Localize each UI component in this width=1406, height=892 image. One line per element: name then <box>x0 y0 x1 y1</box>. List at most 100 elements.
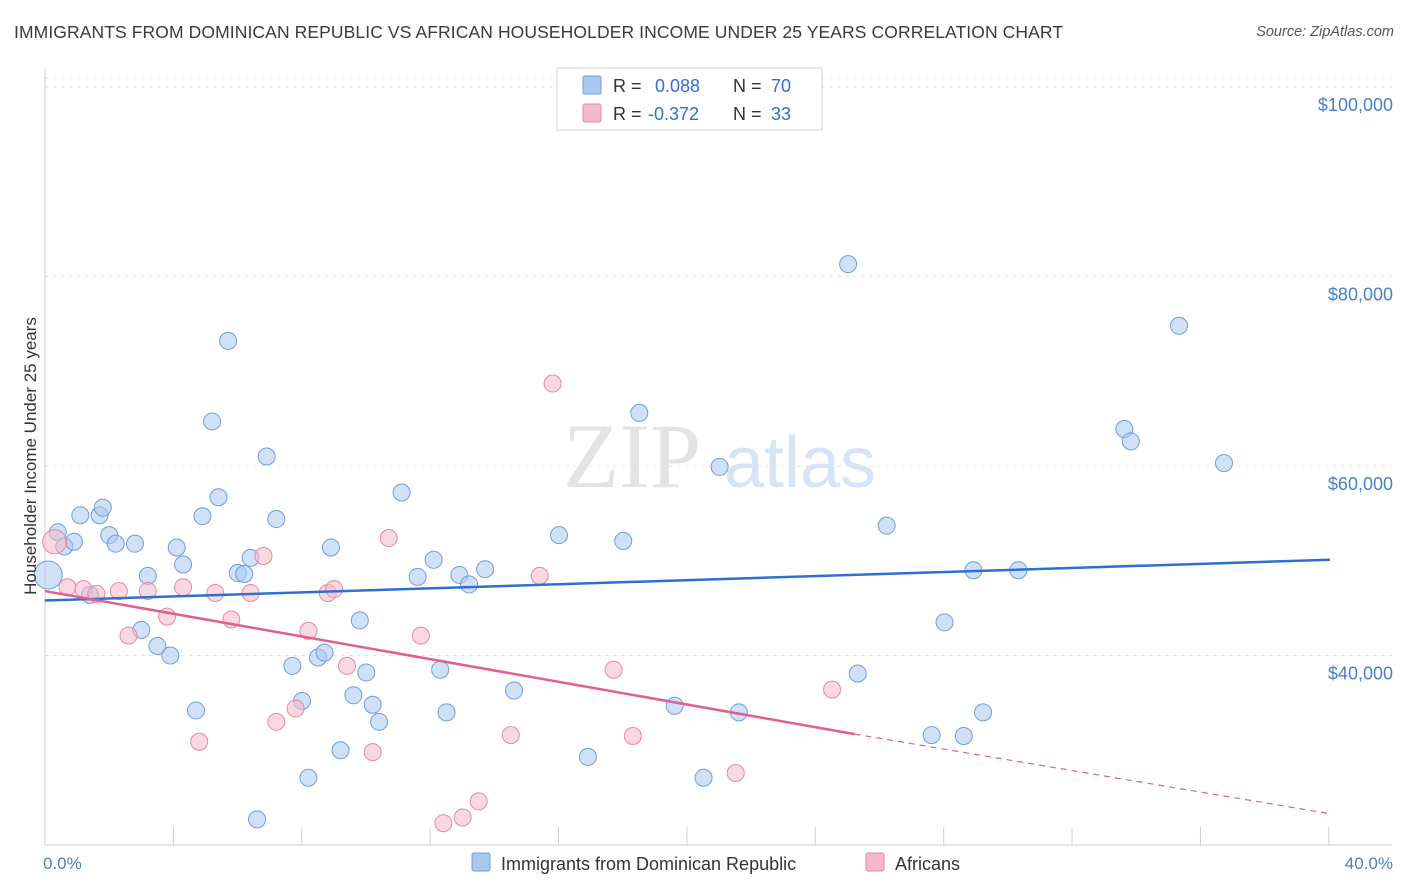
bottom-legend-label-dominican: Immigrants from Dominican Republic <box>501 854 796 874</box>
dominican-point-43 <box>431 660 450 679</box>
dominican-point-53 <box>665 696 684 715</box>
dominican-point-23 <box>235 564 254 583</box>
dominican-point-51 <box>614 531 633 550</box>
africans-point-28 <box>543 374 562 393</box>
legend-n-value-dominican: 70 <box>771 76 791 96</box>
africans-point-31 <box>726 763 745 782</box>
x-tick-label-1: 40.0% <box>1345 854 1393 873</box>
dominican-point-35 <box>344 686 363 705</box>
africans-point-26 <box>501 726 520 745</box>
legend-r-label-dominican: R = <box>613 76 642 96</box>
dominican-point-36 <box>350 611 369 630</box>
trend-lines <box>44 558 1331 815</box>
africans-point-9 <box>190 732 209 751</box>
dominican-point-42 <box>424 550 443 569</box>
correlation-legend: R = 0.088 N = 70 R = -0.372 N = 33 <box>556 67 823 131</box>
legend-n-label-africans: N = <box>733 104 762 124</box>
dominican-point-49 <box>550 526 568 545</box>
y-tick-label-2: $80,000 <box>1328 284 1393 304</box>
africans-point-13 <box>254 546 273 565</box>
watermark-atlas: atlas <box>724 423 876 503</box>
dominican-point-17 <box>186 701 205 720</box>
dominican-point-15 <box>167 538 186 557</box>
trend-line-africans <box>44 589 855 736</box>
africans-point-15 <box>286 699 305 718</box>
series-legend: Immigrants from Dominican Republic Afric… <box>471 852 960 874</box>
dominican-point-48 <box>505 681 524 700</box>
africans-point-29 <box>604 660 623 679</box>
africans-point-21 <box>379 528 398 547</box>
dominican-point-19 <box>203 412 222 431</box>
africans-point-5 <box>119 626 138 645</box>
africans-point-20 <box>363 743 382 762</box>
dominican-point-32 <box>315 643 334 662</box>
dominican-point-20 <box>209 488 228 507</box>
bottom-legend-label-africans: Africans <box>895 854 960 874</box>
dominican-point-55 <box>710 457 729 476</box>
trend-line-dominican <box>44 558 1331 602</box>
legend-r-label-africans: R = <box>613 104 642 124</box>
chart-title: IMMIGRANTS FROM DOMINICAN REPUBLIC VS AF… <box>14 22 1064 42</box>
bottom-legend-swatch-dominican <box>471 852 491 872</box>
x-tick-label-0: 0.0% <box>43 854 82 873</box>
dominican-point-28 <box>283 656 302 675</box>
y-tick-label-3: $100,000 <box>1318 95 1393 115</box>
africans-point-18 <box>325 580 344 599</box>
dominican-point-30 <box>299 768 318 787</box>
trend-line-africans-extension <box>854 733 1331 815</box>
dominican-point-46 <box>460 575 479 594</box>
dominican-point-7 <box>93 498 112 517</box>
dominican-point-54 <box>694 768 713 787</box>
source-label: Source: ZipAtlas.com <box>1256 24 1394 40</box>
dominican-point-4 <box>71 506 90 525</box>
dominican-point-57 <box>839 255 858 274</box>
dominican-point-61 <box>935 613 954 632</box>
dominican-point-13 <box>148 637 167 656</box>
dominican-point-26 <box>257 447 276 466</box>
dominican-point-59 <box>877 516 896 535</box>
dominican-point-50 <box>578 747 597 766</box>
legend-swatch-africans <box>582 103 602 123</box>
dominican-point-41 <box>408 567 427 586</box>
dominican-point-39 <box>370 712 389 731</box>
y-tick-label-0: $40,000 <box>1328 663 1393 683</box>
legend-n-value-africans: 33 <box>771 104 791 124</box>
dominican-point-68 <box>1170 316 1189 335</box>
legend-r-value-africans: -0.372 <box>648 104 699 124</box>
dominican-point-40 <box>392 483 411 502</box>
dominican-point-9 <box>106 534 125 553</box>
africans-point-6 <box>138 582 157 601</box>
legend-swatch-dominican <box>582 75 602 95</box>
africans-point-14 <box>267 712 286 731</box>
africans-point-23 <box>434 814 453 833</box>
dominican-point-25 <box>248 810 267 829</box>
africans-point-22 <box>411 626 430 645</box>
dominican-point-16 <box>174 555 193 574</box>
dominican-point-10 <box>125 534 144 553</box>
dominican-point-69 <box>1214 454 1233 473</box>
dominican-point-34 <box>331 741 350 760</box>
dominican-point-64 <box>974 703 993 722</box>
watermark-zip: ZIP <box>563 405 701 507</box>
y-axis-title: Householder Income Under 25 years <box>21 317 40 595</box>
dominican-point-60 <box>922 726 941 745</box>
dominican-point-44 <box>437 703 456 722</box>
dominican-point-33 <box>321 538 340 557</box>
dominican-point-18 <box>193 507 212 526</box>
axes: $40,000 $60,000 $80,000 $100,000 0.0% 40.0% <box>43 68 1393 873</box>
dominican-point-0 <box>33 560 63 590</box>
africans-point-4 <box>109 582 128 601</box>
dominican-point-58 <box>848 664 867 683</box>
africans-point-19 <box>337 656 356 675</box>
africans-point-32 <box>823 680 842 699</box>
bottom-legend-swatch-africans <box>865 852 885 872</box>
africans-point-10 <box>206 583 225 602</box>
dominican-point-3 <box>64 532 83 551</box>
africans-point-27 <box>530 566 549 585</box>
africans-point-0 <box>42 529 68 555</box>
dominican-point-21 <box>219 331 238 350</box>
y-tick-label-1: $60,000 <box>1328 474 1393 494</box>
dominican-point-52 <box>630 403 649 422</box>
africans-point-24 <box>453 808 472 827</box>
